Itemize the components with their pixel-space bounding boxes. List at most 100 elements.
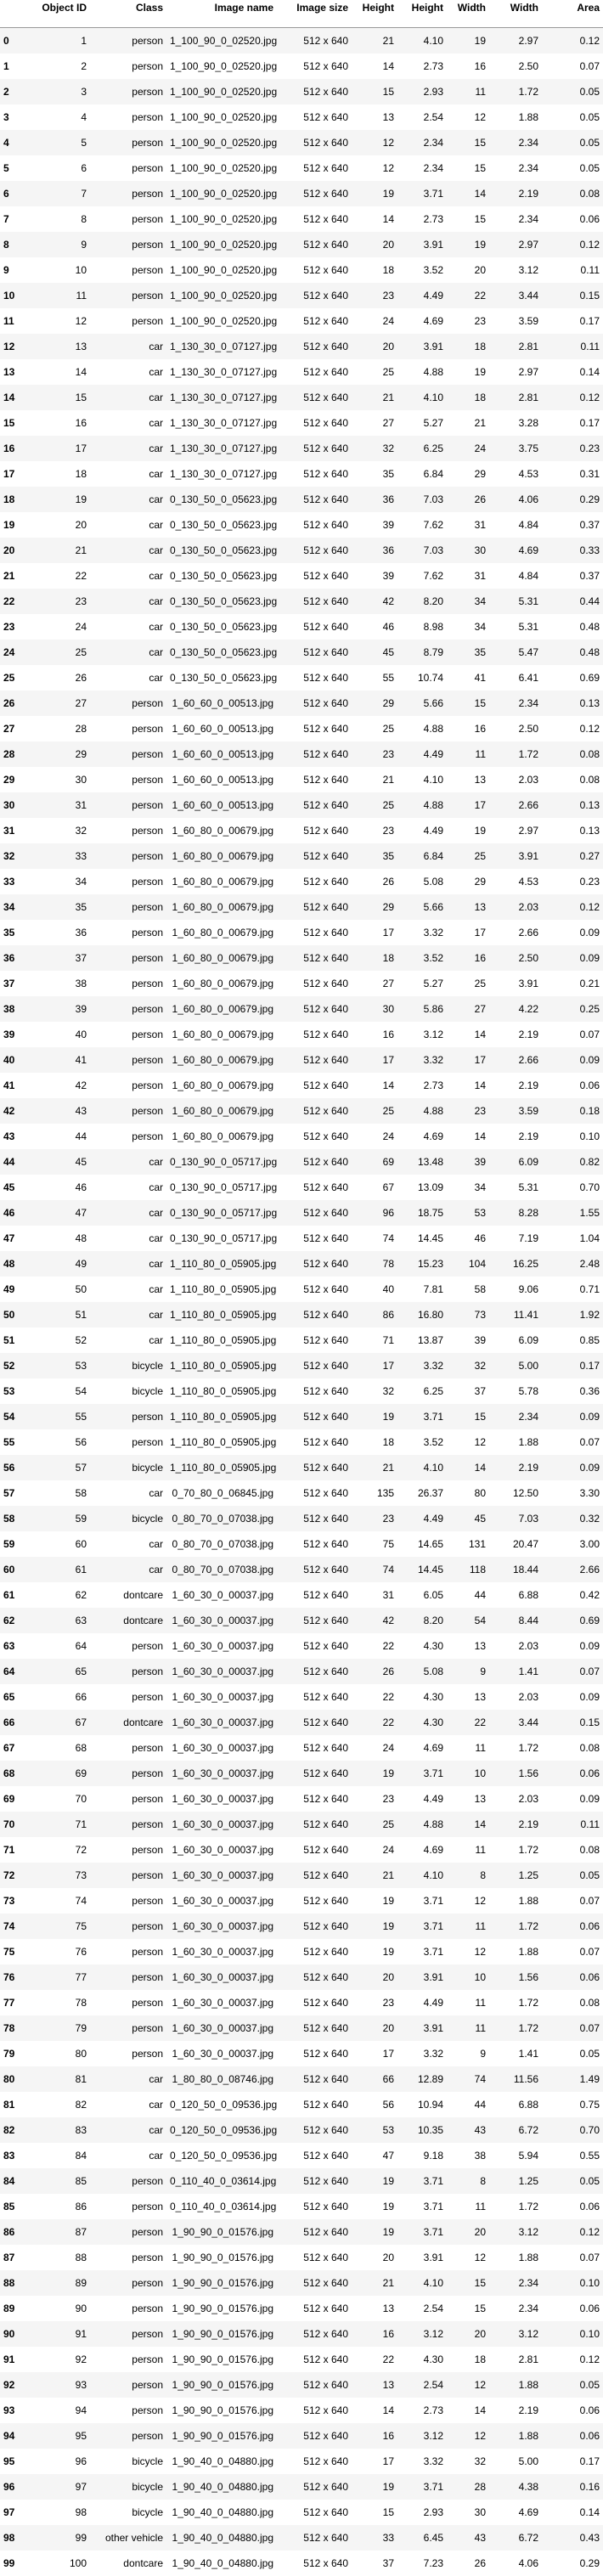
width-pct-cell: 2.19 — [489, 1455, 542, 1480]
image-size-cell: 512 x 640 — [277, 589, 352, 614]
class-cell: person — [90, 2347, 166, 2372]
height-pct-cell: 16.80 — [397, 1302, 447, 1327]
area-cell: 0.06 — [542, 206, 603, 232]
height-px-cell: 17 — [352, 1353, 397, 1378]
area-cell: 0.12 — [542, 385, 603, 410]
area-cell: 0.05 — [542, 1863, 603, 1888]
width-px-cell: 15 — [447, 691, 489, 716]
area-cell: 0.12 — [542, 2347, 603, 2372]
row-index: 8 — [0, 232, 34, 257]
image-size-cell: 512 x 640 — [277, 1863, 352, 1888]
object-id-cell: 31 — [34, 792, 90, 818]
height-pct-cell: 6.84 — [397, 843, 447, 869]
area-cell: 0.09 — [542, 1047, 603, 1073]
height-pct-cell: 4.88 — [397, 359, 447, 385]
image-name-cell: 1_90_40_0_04880.jpg — [166, 2449, 277, 2474]
image-size-cell: 512 x 640 — [277, 1327, 352, 1353]
row-index: 46 — [0, 1200, 34, 1226]
width-pct-cell: 16.25 — [489, 1251, 542, 1277]
width-pct-cell: 4.53 — [489, 461, 542, 487]
image-name-cell: 0_130_90_0_05717.jpg — [166, 1200, 277, 1226]
image-name-cell: 0_130_50_0_05623.jpg — [166, 538, 277, 563]
width-px-cell: 32 — [447, 2449, 489, 2474]
height-px-cell: 69 — [352, 1149, 397, 1175]
row-index: 87 — [0, 2245, 34, 2270]
width-pct-cell: 2.34 — [489, 155, 542, 181]
width-px-cell: 44 — [447, 1582, 489, 1608]
width-pct-cell: 6.72 — [489, 2525, 542, 2551]
width-px-cell: 12 — [447, 104, 489, 130]
width-pct-cell: 1.41 — [489, 2041, 542, 2066]
class-cell: car — [90, 1200, 166, 1226]
height-px-cell: 13 — [352, 2372, 397, 2398]
width-px-cell: 34 — [447, 614, 489, 640]
height-pct-cell: 4.30 — [397, 1710, 447, 1735]
height-px-cell: 46 — [352, 614, 397, 640]
width-pct-cell: 1.25 — [489, 1863, 542, 1888]
class-cell: person — [90, 1073, 166, 1098]
height-px-cell: 23 — [352, 818, 397, 843]
column-header-height-pct: Height — [397, 0, 447, 28]
image-name-cell: 1_60_80_0_00679.jpg — [166, 894, 277, 920]
width-pct-cell: 2.19 — [489, 2398, 542, 2423]
width-px-cell: 34 — [447, 589, 489, 614]
row-index: 34 — [0, 894, 34, 920]
object-id-cell: 59 — [34, 1506, 90, 1531]
row-index: 50 — [0, 1302, 34, 1327]
class-cell: car — [90, 410, 166, 436]
image-size-cell: 512 x 640 — [277, 665, 352, 691]
area-cell: 0.31 — [542, 461, 603, 487]
row-index: 41 — [0, 1073, 34, 1098]
height-pct-cell: 5.27 — [397, 410, 447, 436]
area-cell: 0.07 — [542, 1429, 603, 1455]
width-px-cell: 12 — [447, 1429, 489, 1455]
image-size-cell: 512 x 640 — [277, 2194, 352, 2219]
width-pct-cell: 5.00 — [489, 1353, 542, 1378]
area-cell: 0.05 — [542, 2041, 603, 2066]
width-pct-cell: 7.19 — [489, 1226, 542, 1251]
area-cell: 0.05 — [542, 104, 603, 130]
row-index: 24 — [0, 640, 34, 665]
width-px-cell: 23 — [447, 308, 489, 334]
image-size-cell: 512 x 640 — [277, 767, 352, 792]
height-px-cell: 13 — [352, 2296, 397, 2321]
width-pct-cell: 3.28 — [489, 410, 542, 436]
class-cell: person — [90, 741, 166, 767]
height-pct-cell: 3.71 — [397, 2474, 447, 2500]
height-px-cell: 21 — [352, 385, 397, 410]
row-index: 65 — [0, 1684, 34, 1710]
image-name-cell: 1_60_30_0_00037.jpg — [166, 1914, 277, 1939]
object-id-cell: 6 — [34, 155, 90, 181]
width-px-cell: 58 — [447, 1277, 489, 1302]
class-cell: car — [90, 334, 166, 359]
area-cell: 0.17 — [542, 2449, 603, 2474]
height-pct-cell: 4.30 — [397, 1633, 447, 1659]
object-id-cell: 71 — [34, 1812, 90, 1837]
object-id-cell: 46 — [34, 1175, 90, 1200]
object-id-cell: 91 — [34, 2321, 90, 2347]
area-cell: 0.08 — [542, 1990, 603, 2015]
image-name-cell: 1_90_40_0_04880.jpg — [166, 2551, 277, 2576]
width-pct-cell: 2.81 — [489, 385, 542, 410]
area-cell: 0.29 — [542, 487, 603, 512]
class-cell: bicycle — [90, 1378, 166, 1404]
row-index: 32 — [0, 843, 34, 869]
width-pct-cell: 2.34 — [489, 130, 542, 155]
width-px-cell: 24 — [447, 436, 489, 461]
width-pct-cell: 1.88 — [489, 104, 542, 130]
area-cell: 0.07 — [542, 2015, 603, 2041]
image-size-cell: 512 x 640 — [277, 2015, 352, 2041]
object-id-cell: 100 — [34, 2551, 90, 2576]
area-cell: 0.09 — [542, 920, 603, 945]
area-cell: 0.07 — [542, 1888, 603, 1914]
height-pct-cell: 7.62 — [397, 512, 447, 538]
image-size-cell: 512 x 640 — [277, 1022, 352, 1047]
width-px-cell: 23 — [447, 1098, 489, 1124]
image-size-cell: 512 x 640 — [277, 308, 352, 334]
area-cell: 0.05 — [542, 130, 603, 155]
